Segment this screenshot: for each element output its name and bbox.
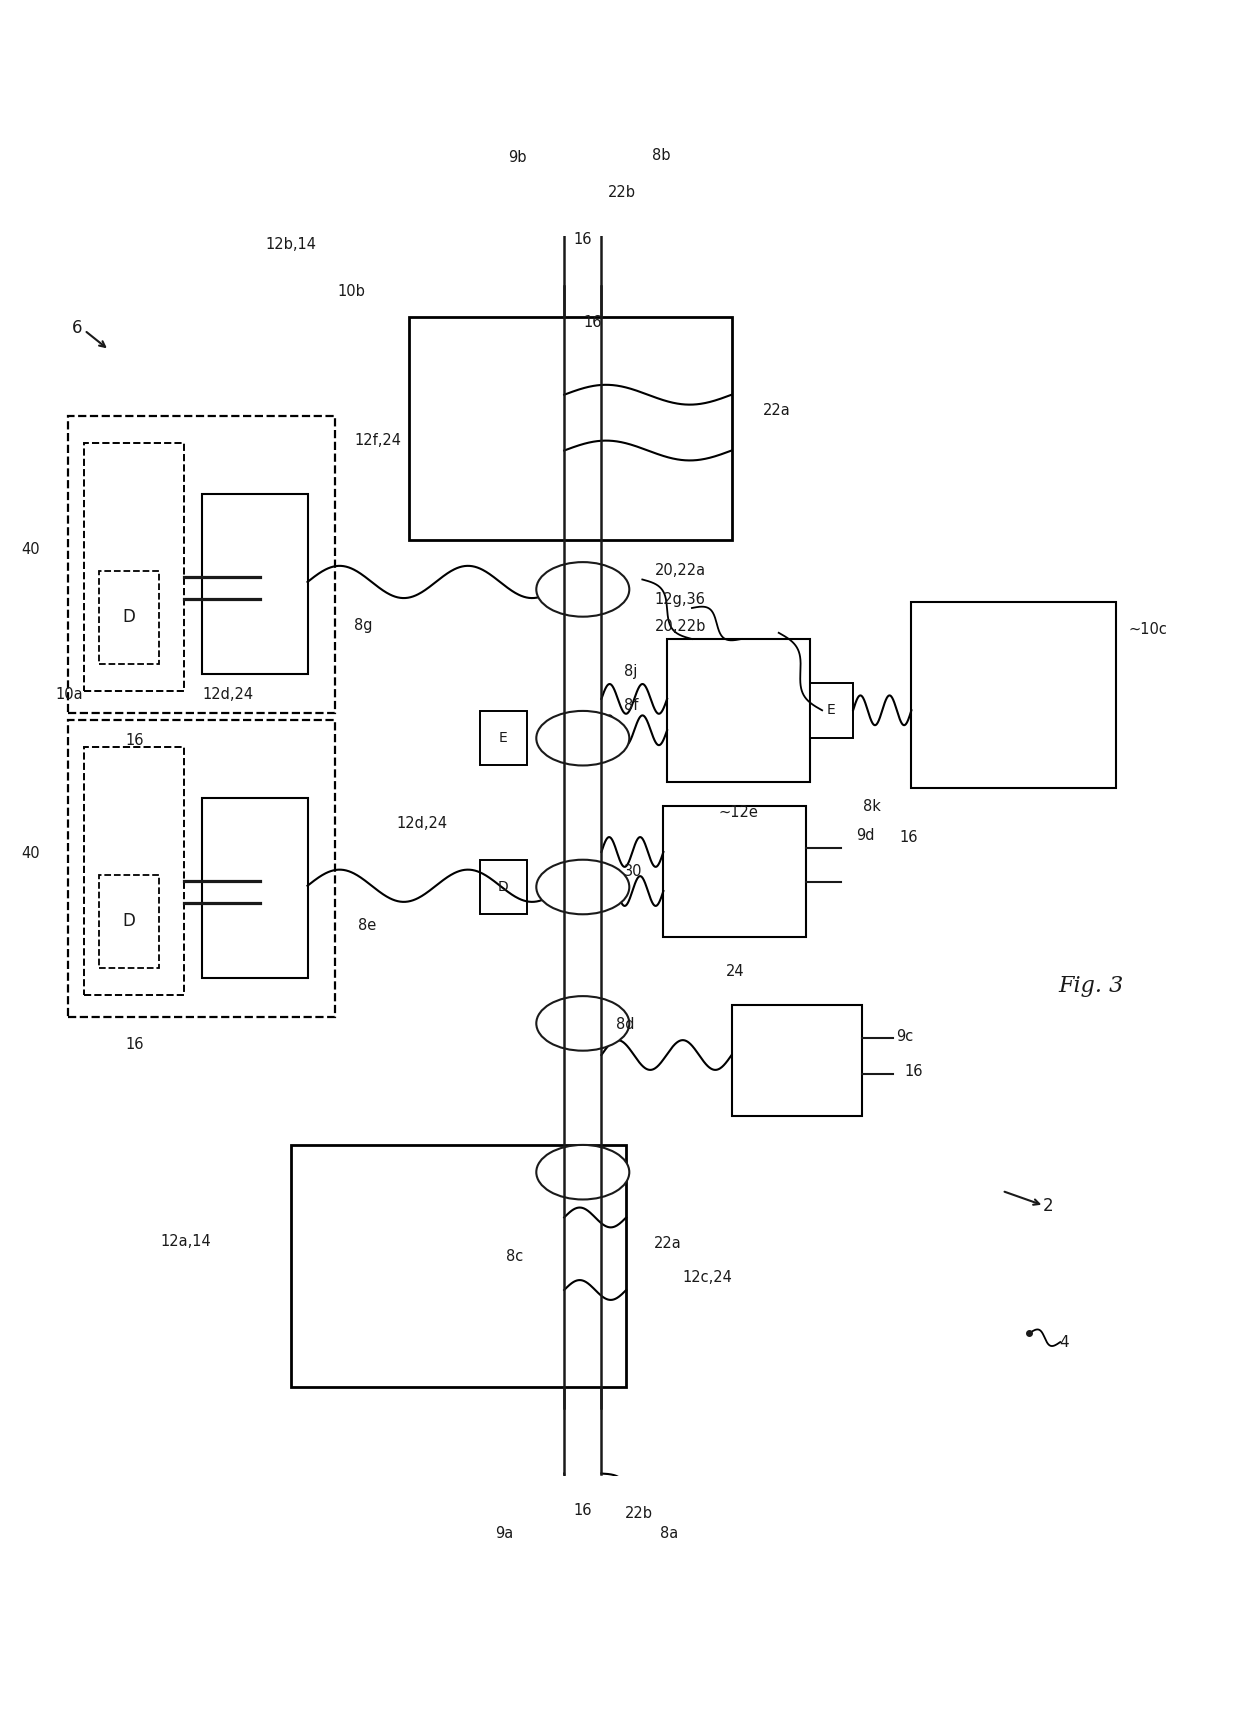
- Bar: [663, 806, 806, 936]
- Bar: [84, 746, 184, 995]
- Bar: [480, 859, 527, 914]
- Text: 16: 16: [574, 1503, 591, 1519]
- Text: D: D: [123, 608, 135, 627]
- Text: 12f,24: 12f,24: [355, 433, 402, 449]
- Text: 8d: 8d: [616, 1017, 635, 1032]
- Bar: [911, 603, 1116, 788]
- Text: E: E: [498, 731, 508, 745]
- Text: 22b: 22b: [608, 185, 636, 200]
- Text: 20,22b: 20,22b: [655, 620, 706, 633]
- Bar: [68, 416, 335, 714]
- Text: ~12e: ~12e: [718, 805, 759, 820]
- Text: D: D: [498, 880, 508, 894]
- Text: 22b: 22b: [625, 1505, 652, 1520]
- Text: 9a: 9a: [496, 1525, 513, 1541]
- Text: 16: 16: [900, 830, 918, 846]
- Text: 8e: 8e: [358, 918, 376, 933]
- Text: 12a,14: 12a,14: [161, 1234, 211, 1250]
- Text: 16: 16: [574, 233, 591, 247]
- Text: Fig. 3: Fig. 3: [1059, 976, 1123, 996]
- Text: 12d,24: 12d,24: [397, 817, 448, 832]
- Bar: [667, 639, 810, 782]
- Text: 9d: 9d: [857, 829, 874, 844]
- Text: 10b: 10b: [339, 284, 366, 300]
- Text: 16: 16: [125, 733, 144, 748]
- Text: 8c: 8c: [506, 1248, 523, 1263]
- Ellipse shape: [536, 859, 629, 914]
- Text: 16: 16: [905, 1065, 923, 1079]
- Text: 40: 40: [21, 846, 41, 861]
- Bar: [810, 683, 853, 738]
- Text: 12b,14: 12b,14: [265, 238, 317, 252]
- Ellipse shape: [536, 1145, 629, 1200]
- Ellipse shape: [536, 562, 629, 616]
- Text: 22a: 22a: [653, 1236, 681, 1251]
- Text: 16: 16: [125, 1037, 144, 1051]
- Ellipse shape: [536, 710, 629, 765]
- Bar: [480, 710, 527, 765]
- Bar: [68, 719, 335, 1017]
- Text: 8g: 8g: [355, 618, 372, 633]
- Bar: [291, 1145, 626, 1387]
- Text: 9b: 9b: [508, 151, 526, 166]
- Ellipse shape: [536, 996, 629, 1051]
- Text: 24: 24: [725, 964, 744, 979]
- Bar: [409, 317, 732, 539]
- Bar: [732, 1005, 862, 1116]
- Text: 30: 30: [624, 865, 642, 878]
- Bar: [99, 570, 159, 664]
- Text: 8a: 8a: [661, 1525, 678, 1541]
- Text: 20,22a: 20,22a: [655, 563, 706, 579]
- Text: 8b: 8b: [652, 147, 670, 163]
- Text: 12g,36: 12g,36: [655, 592, 706, 606]
- Text: 22a: 22a: [763, 402, 790, 418]
- Text: 8f: 8f: [624, 698, 639, 712]
- Text: 2: 2: [1043, 1197, 1053, 1216]
- Text: 8j: 8j: [624, 664, 637, 680]
- Text: 40: 40: [21, 543, 41, 556]
- Text: 8k: 8k: [863, 800, 880, 813]
- Bar: [202, 798, 308, 978]
- Text: 16: 16: [584, 315, 601, 330]
- Bar: [84, 443, 184, 692]
- Text: 4: 4: [1059, 1335, 1069, 1349]
- Text: 9c: 9c: [897, 1029, 914, 1044]
- Bar: [99, 875, 159, 967]
- Text: E: E: [827, 704, 836, 717]
- Text: 6: 6: [72, 318, 82, 337]
- Text: 12c,24: 12c,24: [682, 1270, 732, 1286]
- Text: D: D: [123, 912, 135, 930]
- Bar: [202, 495, 308, 675]
- Text: ~10c: ~10c: [1128, 621, 1167, 637]
- Text: 12d,24: 12d,24: [202, 687, 254, 702]
- Text: 10a: 10a: [56, 687, 83, 702]
